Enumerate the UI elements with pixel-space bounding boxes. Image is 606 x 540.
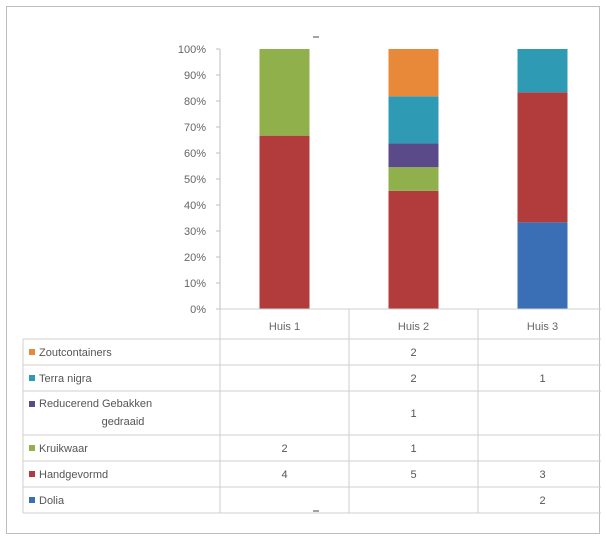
data-cell: 1: [410, 408, 416, 420]
data-cell: 2: [539, 495, 545, 507]
data-cell: 1: [410, 443, 416, 455]
legend-label: Terra nigra: [39, 373, 92, 385]
y-tick-label: 90%: [184, 70, 206, 82]
y-tick-label: 80%: [184, 96, 206, 108]
y-tick-label: 70%: [184, 122, 206, 134]
y-tick-label: 30%: [184, 226, 206, 238]
legend-key: [29, 497, 35, 503]
y-tick-label: 20%: [184, 252, 206, 264]
bar-segment: [259, 49, 310, 136]
data-cell: 3: [539, 469, 545, 481]
legend-key: [29, 375, 35, 381]
bar-segment: [388, 167, 439, 191]
legend-label: Zoutcontainers: [39, 347, 112, 359]
bar-segment: [517, 92, 568, 223]
y-tick-label: 100%: [178, 44, 206, 56]
y-tick-label: 50%: [184, 174, 206, 186]
legend-label: Handgevormd: [39, 469, 108, 481]
legend-key: [29, 471, 35, 477]
y-tick-label: 60%: [184, 148, 206, 160]
legend-label: Dolia: [39, 495, 65, 507]
y-tick-label: 40%: [184, 200, 206, 212]
bar-segment: [388, 49, 439, 97]
chart-frame: 0% 10% 20% 30% 40% 50% 60% 70% 80% 90% 100% Huis 1 H…: [6, 6, 601, 534]
legend-label: Kruikwaar: [39, 443, 88, 455]
category-label: Huis 2: [398, 321, 429, 333]
category-label: Huis 3: [527, 321, 558, 333]
legend-key: [29, 401, 35, 407]
bar-segment: [388, 96, 439, 144]
stacked-bar-chart: 0% 10% 20% 30% 40% 50% 60% 70% 80% 90% 100% Huis 1 H…: [22, 36, 601, 514]
legend-key: [29, 445, 35, 451]
data-cell: 2: [281, 443, 287, 455]
legend-label: Reducerend Gebakken: [39, 398, 152, 410]
y-tick-label: 0%: [190, 304, 206, 316]
bar-segment: [517, 49, 568, 93]
data-cell: 2: [410, 347, 416, 359]
bar-segment: [388, 190, 439, 309]
bar-segment: [388, 143, 439, 168]
data-cell: 1: [539, 373, 545, 385]
data-cell: 2: [410, 373, 416, 385]
data-cell: 4: [281, 469, 287, 481]
bar-segment: [259, 135, 310, 309]
legend-label-line2: gedraaid: [102, 416, 145, 428]
bar-segment: [517, 222, 568, 309]
y-tick-label: 10%: [184, 278, 206, 290]
legend-key: [29, 349, 35, 355]
category-label: Huis 1: [269, 321, 300, 333]
data-cell: 5: [410, 469, 416, 481]
